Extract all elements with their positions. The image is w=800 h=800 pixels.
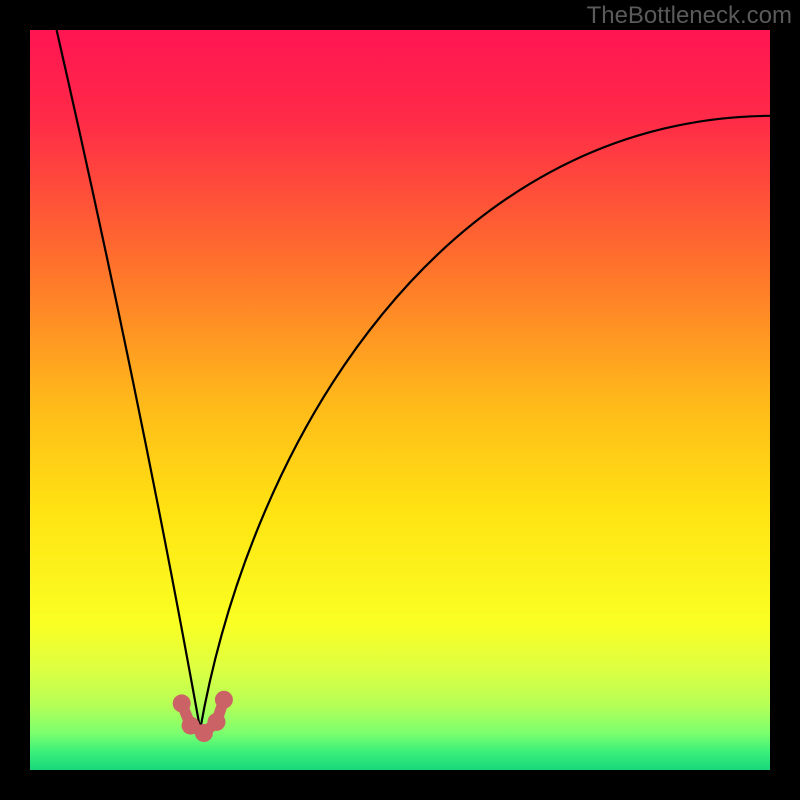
plot-area (30, 30, 770, 770)
valley-dot (208, 713, 226, 731)
watermark-text: TheBottleneck.com (587, 2, 792, 30)
valley-dot (173, 694, 191, 712)
plot-svg (30, 30, 770, 770)
valley-dot (215, 691, 233, 709)
gradient-background (30, 30, 770, 770)
